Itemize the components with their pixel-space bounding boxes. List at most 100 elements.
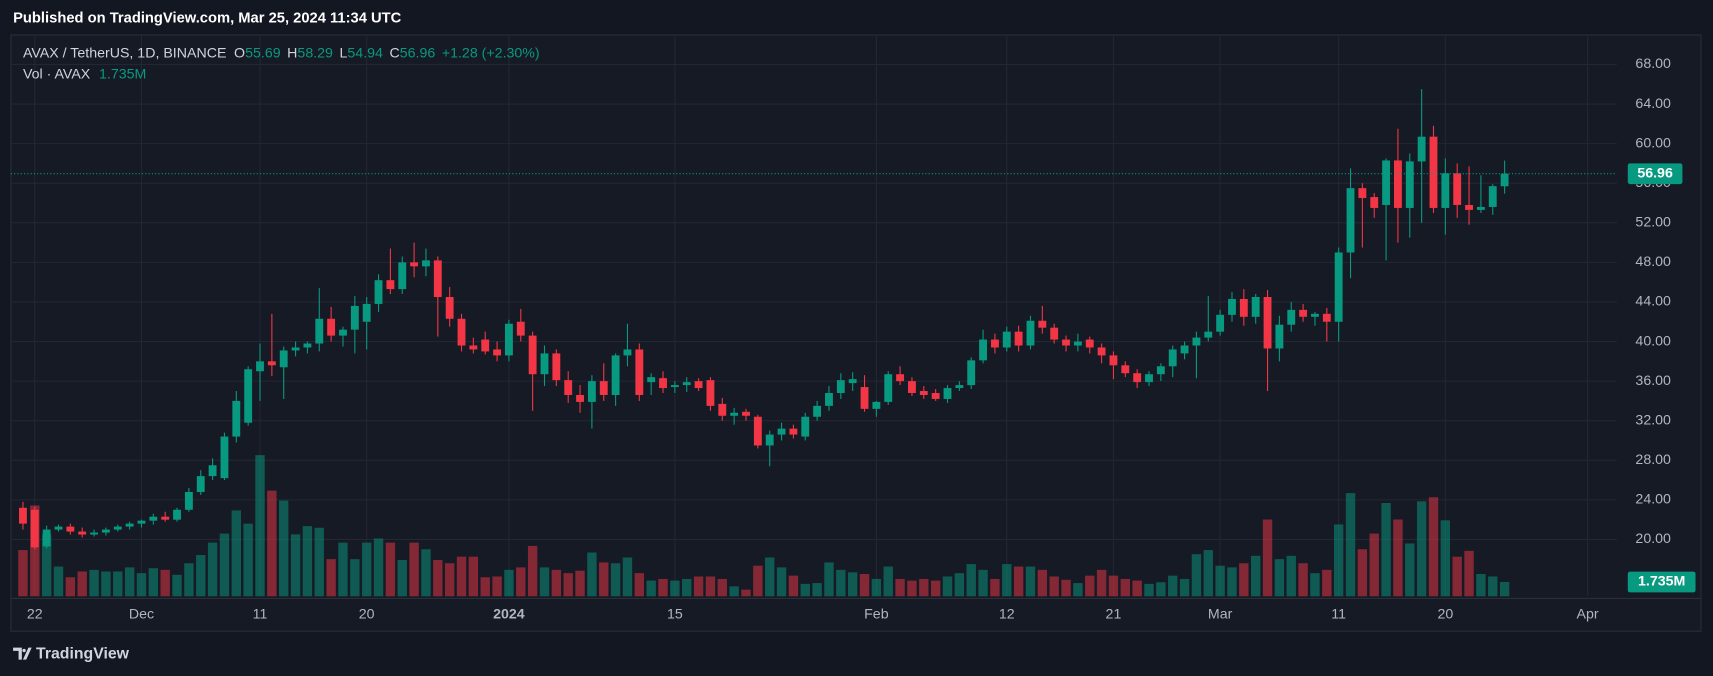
volume-bar: [1310, 573, 1320, 597]
volume-bar: [279, 500, 289, 597]
volume-bar: [1096, 569, 1107, 597]
volume-bar: [919, 578, 929, 597]
x-tick-label: 11: [253, 607, 268, 623]
candle-body: [1346, 188, 1355, 253]
volume-bar: [682, 578, 692, 597]
volume-bar: [1085, 575, 1095, 597]
volume-bar: [729, 586, 739, 597]
volume-bar: [895, 578, 905, 597]
candle-body: [1180, 345, 1189, 354]
candle-body: [374, 280, 383, 304]
volume-bar: [836, 569, 846, 597]
candle-body: [1085, 339, 1094, 348]
candle-body: [777, 428, 786, 435]
volume-bar: [196, 555, 206, 597]
candle-body: [101, 529, 110, 533]
x-tick-label: 20: [359, 607, 375, 623]
candle-body: [908, 381, 916, 394]
candle-body: [919, 391, 928, 395]
volume-bar: [1428, 497, 1439, 597]
candle-body: [161, 516, 170, 520]
volume-bar: [184, 563, 194, 597]
volume-bar: [1061, 579, 1071, 597]
x-tick-label: 22: [27, 607, 43, 623]
volume-bar: [504, 569, 514, 597]
candle-body: [1133, 373, 1142, 383]
candle-body: [113, 526, 122, 530]
y-tick-label: 52.00: [1635, 215, 1671, 231]
candle-body: [1062, 339, 1070, 346]
candle-body: [1322, 313, 1331, 322]
candle-body: [1168, 349, 1177, 367]
volume-bar: [267, 490, 277, 597]
volume-bar: [124, 567, 135, 597]
volume-bar: [516, 567, 526, 597]
volume-bar: [741, 589, 751, 597]
candle-body: [1073, 341, 1082, 346]
candles: [19, 89, 1509, 550]
volume-bar: [219, 533, 230, 597]
candle-body: [469, 345, 478, 350]
candle-body: [694, 381, 703, 389]
brand-logo: TradingView: [13, 645, 130, 662]
volume-bar: [397, 559, 407, 597]
volume-bar: [41, 534, 52, 597]
y-tick-label: 40.00: [1635, 333, 1671, 349]
y-tick-label: 36.00: [1635, 373, 1671, 389]
volume-bar: [456, 556, 467, 597]
y-tick-label: 28.00: [1635, 452, 1671, 468]
x-tick-label: Mar: [1208, 607, 1233, 623]
candle-body: [765, 434, 774, 446]
volume-bar: [1322, 569, 1332, 597]
y-tick-label: 64.00: [1635, 96, 1671, 112]
volume-bar: [1215, 565, 1225, 597]
volume-bar: [1203, 550, 1213, 597]
y-tick-label: 24.00: [1635, 492, 1671, 508]
candle-body: [1453, 173, 1462, 205]
x-tick-label: 20: [1437, 607, 1453, 623]
candle-body: [1370, 197, 1379, 208]
candle-body: [635, 349, 644, 395]
volume-bar: [385, 542, 396, 597]
candle-body: [339, 329, 347, 336]
candle-body: [1417, 136, 1426, 162]
candle-body: [42, 529, 51, 547]
candle-body: [1038, 320, 1047, 328]
volume-bar: [1274, 559, 1285, 597]
volume-bar: [136, 573, 147, 597]
candle-body: [576, 394, 584, 402]
volume-bar: [990, 578, 1000, 597]
candle-body: [540, 353, 549, 375]
volume-bar: [314, 527, 324, 597]
volume-bar: [859, 573, 870, 597]
candle-body: [1109, 355, 1118, 366]
volume-bar: [1345, 493, 1356, 597]
candle-body: [350, 305, 359, 330]
candle-body: [1405, 161, 1414, 208]
candle-body: [315, 318, 324, 344]
candle-body: [481, 339, 490, 352]
candle-body: [718, 403, 727, 416]
candle-body: [1228, 298, 1236, 315]
candle-body: [623, 349, 632, 356]
candle-body: [256, 361, 264, 372]
volume-bars: [18, 455, 1510, 597]
y-tick-label: 32.00: [1635, 412, 1671, 428]
volume-bar: [575, 570, 585, 597]
candle-body: [1204, 331, 1213, 338]
candle-body: [1050, 327, 1059, 340]
brand: TradingView: [36, 645, 130, 662]
candle-body: [825, 393, 833, 406]
volume-bar: [942, 576, 953, 597]
change: +1.28 (+2.30%): [442, 45, 540, 61]
volume-bar: [776, 567, 787, 597]
volume-bar: [302, 526, 313, 597]
volume-bar: [800, 583, 810, 597]
volume-bar: [883, 566, 893, 597]
candle-body: [137, 520, 146, 524]
candle-body: [670, 385, 679, 388]
close-value: 56.96: [400, 45, 436, 61]
volume-bar: [1286, 555, 1296, 597]
